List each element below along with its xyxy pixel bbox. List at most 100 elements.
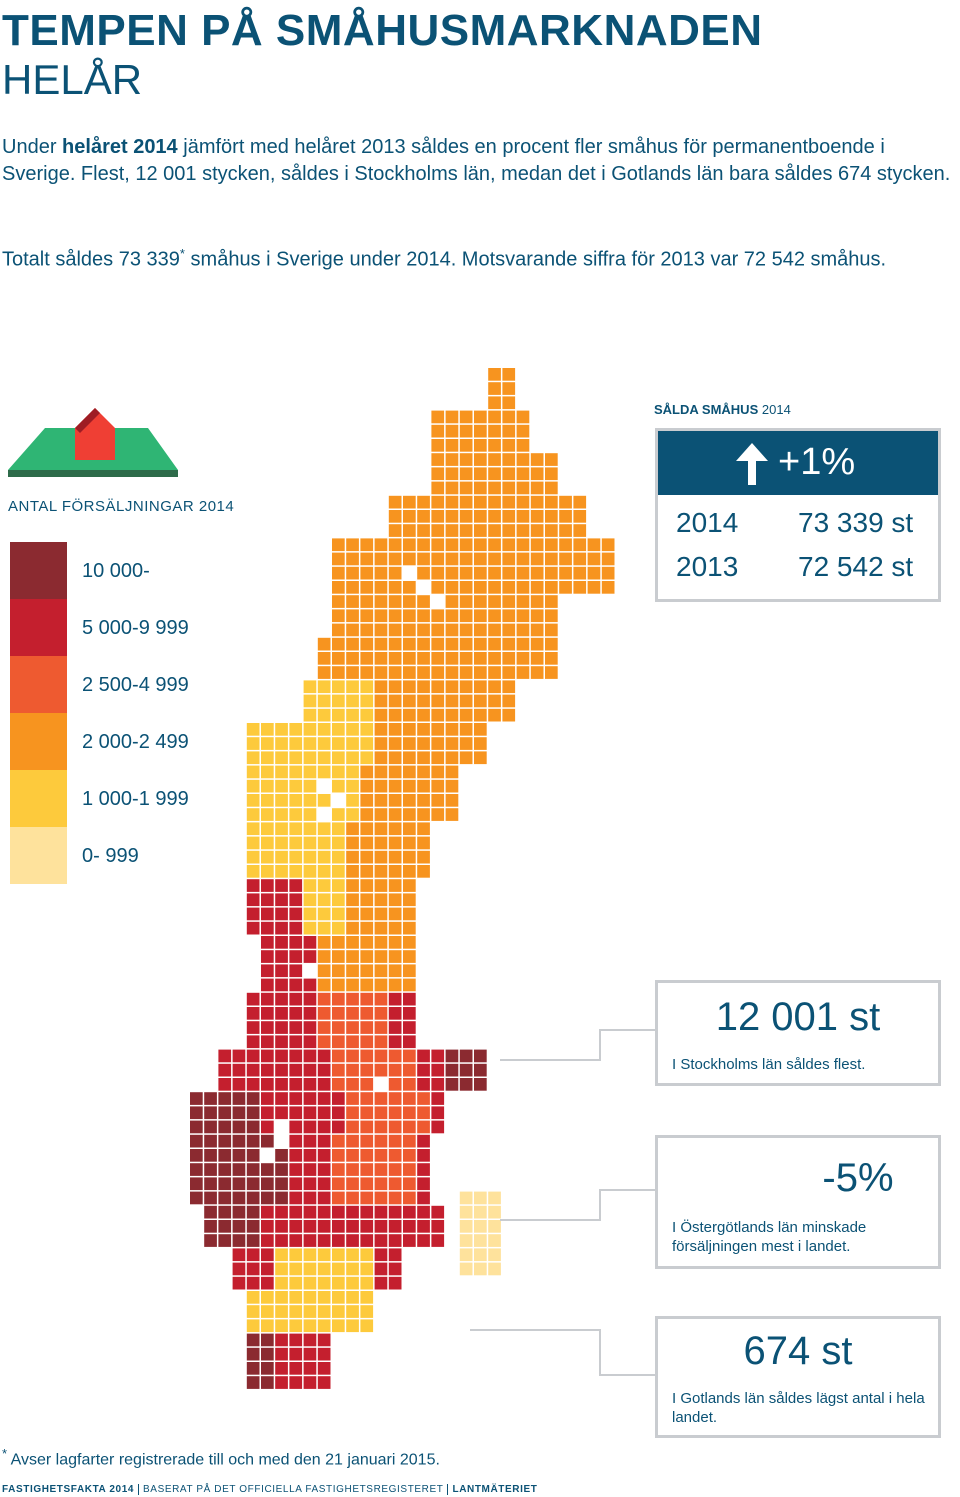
- tile: [246, 1177, 260, 1191]
- tile: [474, 453, 487, 466]
- tile: [459, 694, 473, 708]
- tile: [445, 566, 459, 580]
- tile: [459, 609, 473, 623]
- tile: [474, 481, 487, 495]
- tile: [374, 595, 388, 608]
- tile: [190, 1134, 203, 1148]
- tile: [303, 1063, 317, 1077]
- tile: [218, 1234, 232, 1247]
- tile: [303, 1333, 317, 1347]
- tile: [275, 865, 288, 878]
- tile: [474, 410, 487, 424]
- tile: [417, 552, 430, 566]
- tile: [388, 936, 402, 949]
- tile: [431, 581, 445, 594]
- legend-swatch: [10, 827, 67, 884]
- tile: [317, 765, 331, 779]
- tile: [346, 836, 359, 850]
- tile: [388, 1007, 402, 1020]
- tile: [403, 794, 416, 807]
- tile: [346, 1305, 359, 1318]
- tile: [275, 1191, 288, 1205]
- tile: [403, 808, 416, 821]
- tile: [261, 1248, 274, 1262]
- tile: [431, 1234, 445, 1247]
- callout: 674 st I Gotlands län såldes lägst antal…: [655, 1316, 941, 1438]
- tile: [303, 737, 317, 750]
- tile: [445, 552, 459, 566]
- tile: [417, 694, 430, 708]
- tile: [289, 723, 303, 736]
- tile: [374, 1049, 388, 1063]
- tile: [346, 1291, 359, 1304]
- tile: [204, 1149, 217, 1162]
- tile: [488, 1234, 501, 1247]
- tile: [459, 410, 473, 424]
- tile: [204, 1092, 217, 1105]
- tile: [388, 1063, 402, 1077]
- tile: [360, 1305, 374, 1318]
- tile: [459, 538, 473, 552]
- tile: [346, 1276, 359, 1290]
- tile: [445, 609, 459, 623]
- tile: [431, 609, 445, 623]
- tile: [403, 595, 416, 608]
- footer-part: BASERAT PÅ DET OFFICIELLA FASTIGHETSREGI…: [138, 1484, 448, 1495]
- tile: [459, 751, 473, 765]
- tile: [332, 1205, 345, 1219]
- tile: [360, 1177, 374, 1191]
- tile: [374, 822, 388, 836]
- tile: [317, 666, 331, 679]
- tile: [388, 978, 402, 992]
- tile: [246, 1149, 260, 1162]
- tile: [289, 1220, 303, 1233]
- tile: [431, 410, 445, 424]
- tile: [488, 424, 501, 438]
- tile: [516, 495, 530, 509]
- tile: [545, 609, 558, 623]
- tile: [332, 1163, 345, 1176]
- tile: [232, 1177, 246, 1191]
- tile: [388, 964, 402, 978]
- tile: [559, 566, 572, 580]
- tile: [332, 779, 345, 793]
- tile: [246, 794, 260, 807]
- tile: [317, 1149, 331, 1162]
- tile: [261, 850, 274, 864]
- tile: [346, 666, 359, 679]
- tile: [360, 950, 374, 963]
- tile: [275, 1220, 288, 1233]
- tile: [303, 723, 317, 736]
- tile: [502, 652, 516, 665]
- tile: [374, 1021, 388, 1034]
- tile: [403, 879, 416, 892]
- tile: [459, 581, 473, 594]
- tile: [261, 1078, 274, 1091]
- tile: [360, 1092, 374, 1105]
- tile: [360, 822, 374, 836]
- tile: [445, 680, 459, 694]
- tile: [289, 1333, 303, 1347]
- tile: [303, 1362, 317, 1375]
- house-icon: [8, 408, 178, 477]
- tile: [332, 1220, 345, 1233]
- tile: [346, 595, 359, 608]
- tile: [488, 566, 501, 580]
- tile: [332, 1177, 345, 1191]
- tile: [261, 836, 274, 850]
- tile: [474, 581, 487, 594]
- tile: [530, 495, 544, 509]
- tile: [403, 1220, 416, 1233]
- tile: [530, 666, 544, 679]
- tile: [246, 765, 260, 779]
- tile: [360, 737, 374, 750]
- footer-part: FASTIGHETSFAKTA 2014: [2, 1484, 135, 1495]
- summary-head: +1%: [658, 431, 938, 495]
- legend-swatch: [10, 542, 67, 599]
- tile: [332, 992, 345, 1006]
- tile: [474, 552, 487, 566]
- tile: [431, 495, 445, 509]
- tile: [374, 936, 388, 949]
- tile: [474, 467, 487, 481]
- tile: [346, 1049, 359, 1063]
